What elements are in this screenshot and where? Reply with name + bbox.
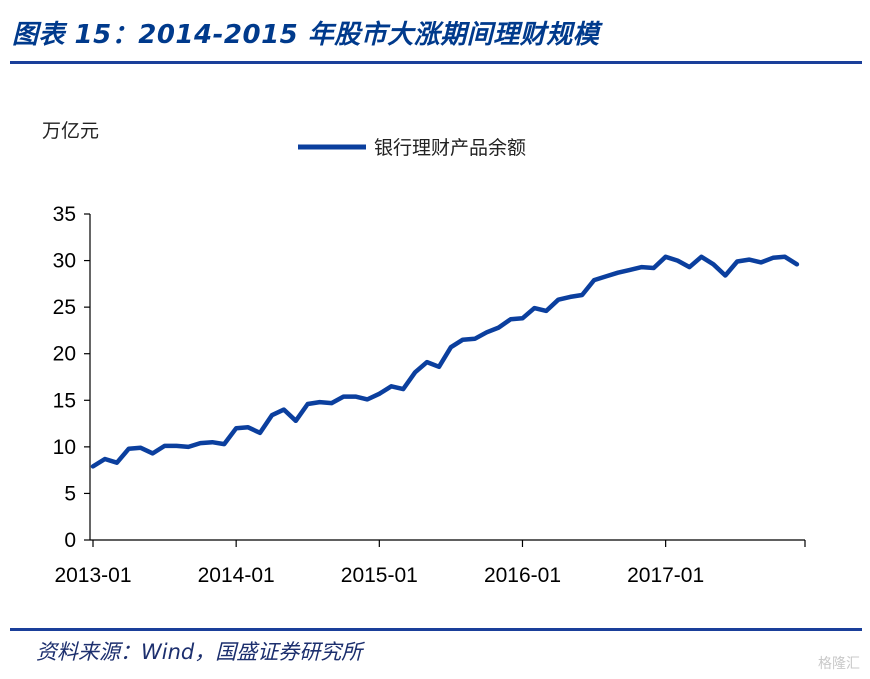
y-tick-label: 0 [64, 529, 76, 552]
y-tick-label: 15 [53, 389, 76, 412]
x-tick-label: 2014-01 [198, 564, 275, 587]
y-unit-label: 万亿元 [42, 120, 99, 142]
watermark-logo: 格隆汇 [818, 653, 860, 673]
y-tick-label: 10 [53, 436, 76, 459]
x-tick-label: 2013-01 [54, 564, 131, 587]
legend-label: 银行理财产品余额 [374, 137, 526, 159]
y-tick-label: 35 [53, 203, 76, 226]
y-tick-label: 5 [64, 482, 76, 505]
series-line [93, 257, 797, 467]
bottom-divider [10, 628, 862, 631]
axes: 0 5 10 15 20 25 30 35 2013-01 2014-01 2015-01 2016-… [53, 203, 805, 587]
source-note: 资料来源：Wind，国盛证券研究所 [36, 636, 362, 666]
x-tick-label: 2016-01 [484, 564, 561, 587]
x-tick-label: 2015-01 [341, 564, 418, 587]
series-group [93, 257, 797, 467]
y-tick-label: 30 [53, 250, 76, 273]
y-tick-label: 20 [53, 343, 76, 366]
x-tick-label: 2017-01 [627, 564, 704, 587]
y-tick-label: 25 [53, 296, 76, 319]
